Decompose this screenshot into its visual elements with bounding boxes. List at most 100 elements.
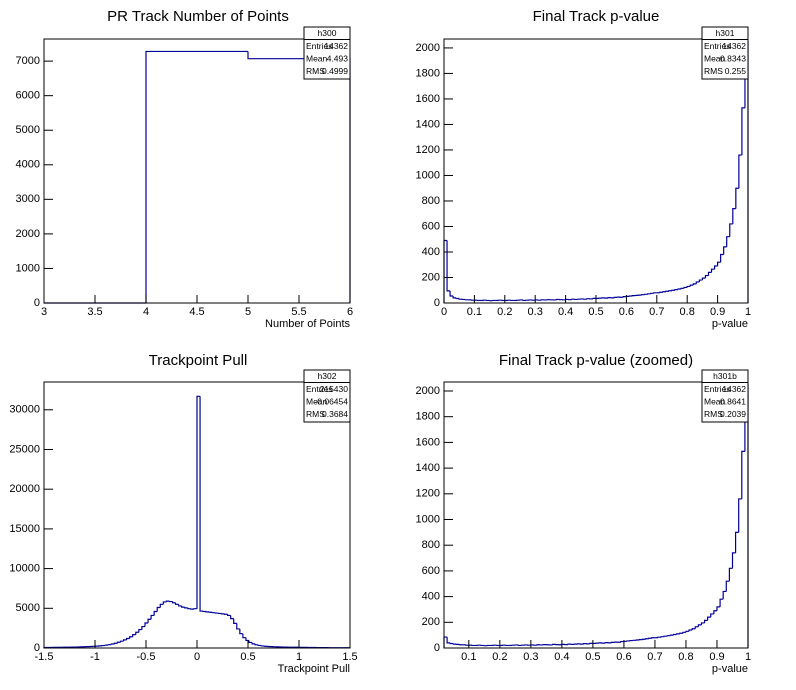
stats-value: 0.2039 [720,409,746,419]
y-tick-label: 400 [422,246,440,258]
histogram-bin [713,265,718,270]
histogram-bin [713,610,717,614]
y-tick-label: 600 [422,220,440,232]
histogram-bin [647,293,651,295]
histogram-bin [159,603,164,608]
histogram-bin [156,606,161,612]
histogram-bin [187,607,191,610]
x-tick-label: 5 [245,306,251,318]
y-tick-label: 0 [34,297,40,309]
stats-value: -0.06454 [314,397,348,407]
histogram-bin [119,640,124,643]
histogram-bin [622,296,627,298]
histogram-bin [144,622,149,627]
histogram-bin [145,50,248,303]
histogram-bin [720,253,724,263]
histogram-bin [650,292,654,294]
histogram-bin [122,639,127,642]
histogram-bin [723,246,727,255]
histogram-bin [110,643,115,645]
histogram-bin [657,636,662,638]
x-tick-label: 0.4 [554,651,569,663]
stats-value: 0.8343 [720,54,746,64]
histogram-bin [251,642,256,645]
histogram-bin [710,613,714,618]
stats-name: h301b [713,371,737,381]
histogram-bin [672,633,677,636]
histogram-bin [446,637,451,644]
histogram-bin [682,631,686,634]
y-tick-label: 1000 [16,262,40,274]
y-tick-label: 20000 [9,483,40,495]
histogram-bin [703,619,708,623]
stats-value: 0.3684 [322,409,348,419]
x-tick-label: 0.3 [523,651,538,663]
x-tick-label: 3 [41,306,47,318]
histogram-bin [620,640,624,643]
stats-box [303,26,351,80]
stats-label: Mean [306,54,328,64]
x-axis-label: Number of Points [265,318,350,330]
x-tick-label: 1 [745,306,751,318]
histogram-bin [741,107,745,156]
histogram-bin [719,598,724,607]
histogram-bin [239,628,243,635]
y-tick-label: 6000 [16,90,40,102]
x-tick-label: 0.7 [649,306,664,318]
histogram-bin [607,297,612,299]
histogram-bin [230,615,234,620]
x-tick-label: 0.7 [647,651,662,663]
histogram-bin [683,286,688,289]
histogram-bin [665,290,669,292]
histogram-bin [725,580,730,592]
stats-value: 215430 [320,384,349,394]
histogram-bin [679,632,683,634]
y-tick-label: 1000 [416,513,440,525]
histogram-bin [153,610,158,616]
histogram-panel: Final Track p-value 0 0.1 0.2 0.3 0.4 0.5 0.6 0.… [416,8,752,330]
y-tick-label: 1200 [416,144,440,156]
chart-title: Final Track p-value [533,8,660,25]
histogram-bin [695,281,700,284]
histogram-bin [741,450,745,499]
histogram-bin [648,637,652,639]
stats-label: Entries [704,41,730,51]
histogram-panel: Final Track p-value (zoomed) 0.1 0.2 0.3 0.4… [416,352,752,675]
stats-label: Mean [704,397,726,407]
histogram-bin [700,622,705,625]
histogram-bin [732,208,736,224]
histogram-bin [567,643,572,645]
histogram-bin [691,628,696,631]
x-tick-label: 0 [441,306,447,318]
x-tick-label: 3.5 [87,306,102,318]
y-tick-label: 25000 [9,443,40,455]
y-tick-label: 10000 [9,563,40,575]
y-tick-label: 5000 [16,124,40,136]
x-tick-label: -1 [90,651,100,663]
stats-value: 14362 [324,41,348,51]
histogram-bin [113,642,118,645]
histogram-bin [651,637,655,639]
stats-label: RMS [704,66,723,76]
histogram-bin [455,297,460,300]
histogram-bin [671,289,676,291]
histogram-bin [660,636,665,638]
histogram-bin [571,298,575,300]
x-tick-label: 0.8 [678,651,693,663]
histogram-bin [701,277,706,281]
y-tick-label: 800 [422,195,440,207]
histogram-bin [729,223,733,237]
y-tick-label: 200 [422,616,440,628]
x-axis-label: p-value [712,663,748,675]
y-tick-label: 800 [422,539,440,551]
stats-name: h300 [318,28,337,38]
histogram-bin [257,644,262,647]
stats-value: 14362 [722,41,746,51]
stats-value: 14362 [722,384,746,394]
histogram-bin [196,395,201,609]
x-tick-label: 0.1 [467,306,482,318]
x-tick-label: 0.8 [680,306,695,318]
histogram-bin [138,628,142,633]
x-tick-label: 6 [347,306,353,318]
histogram-bin [716,606,721,611]
